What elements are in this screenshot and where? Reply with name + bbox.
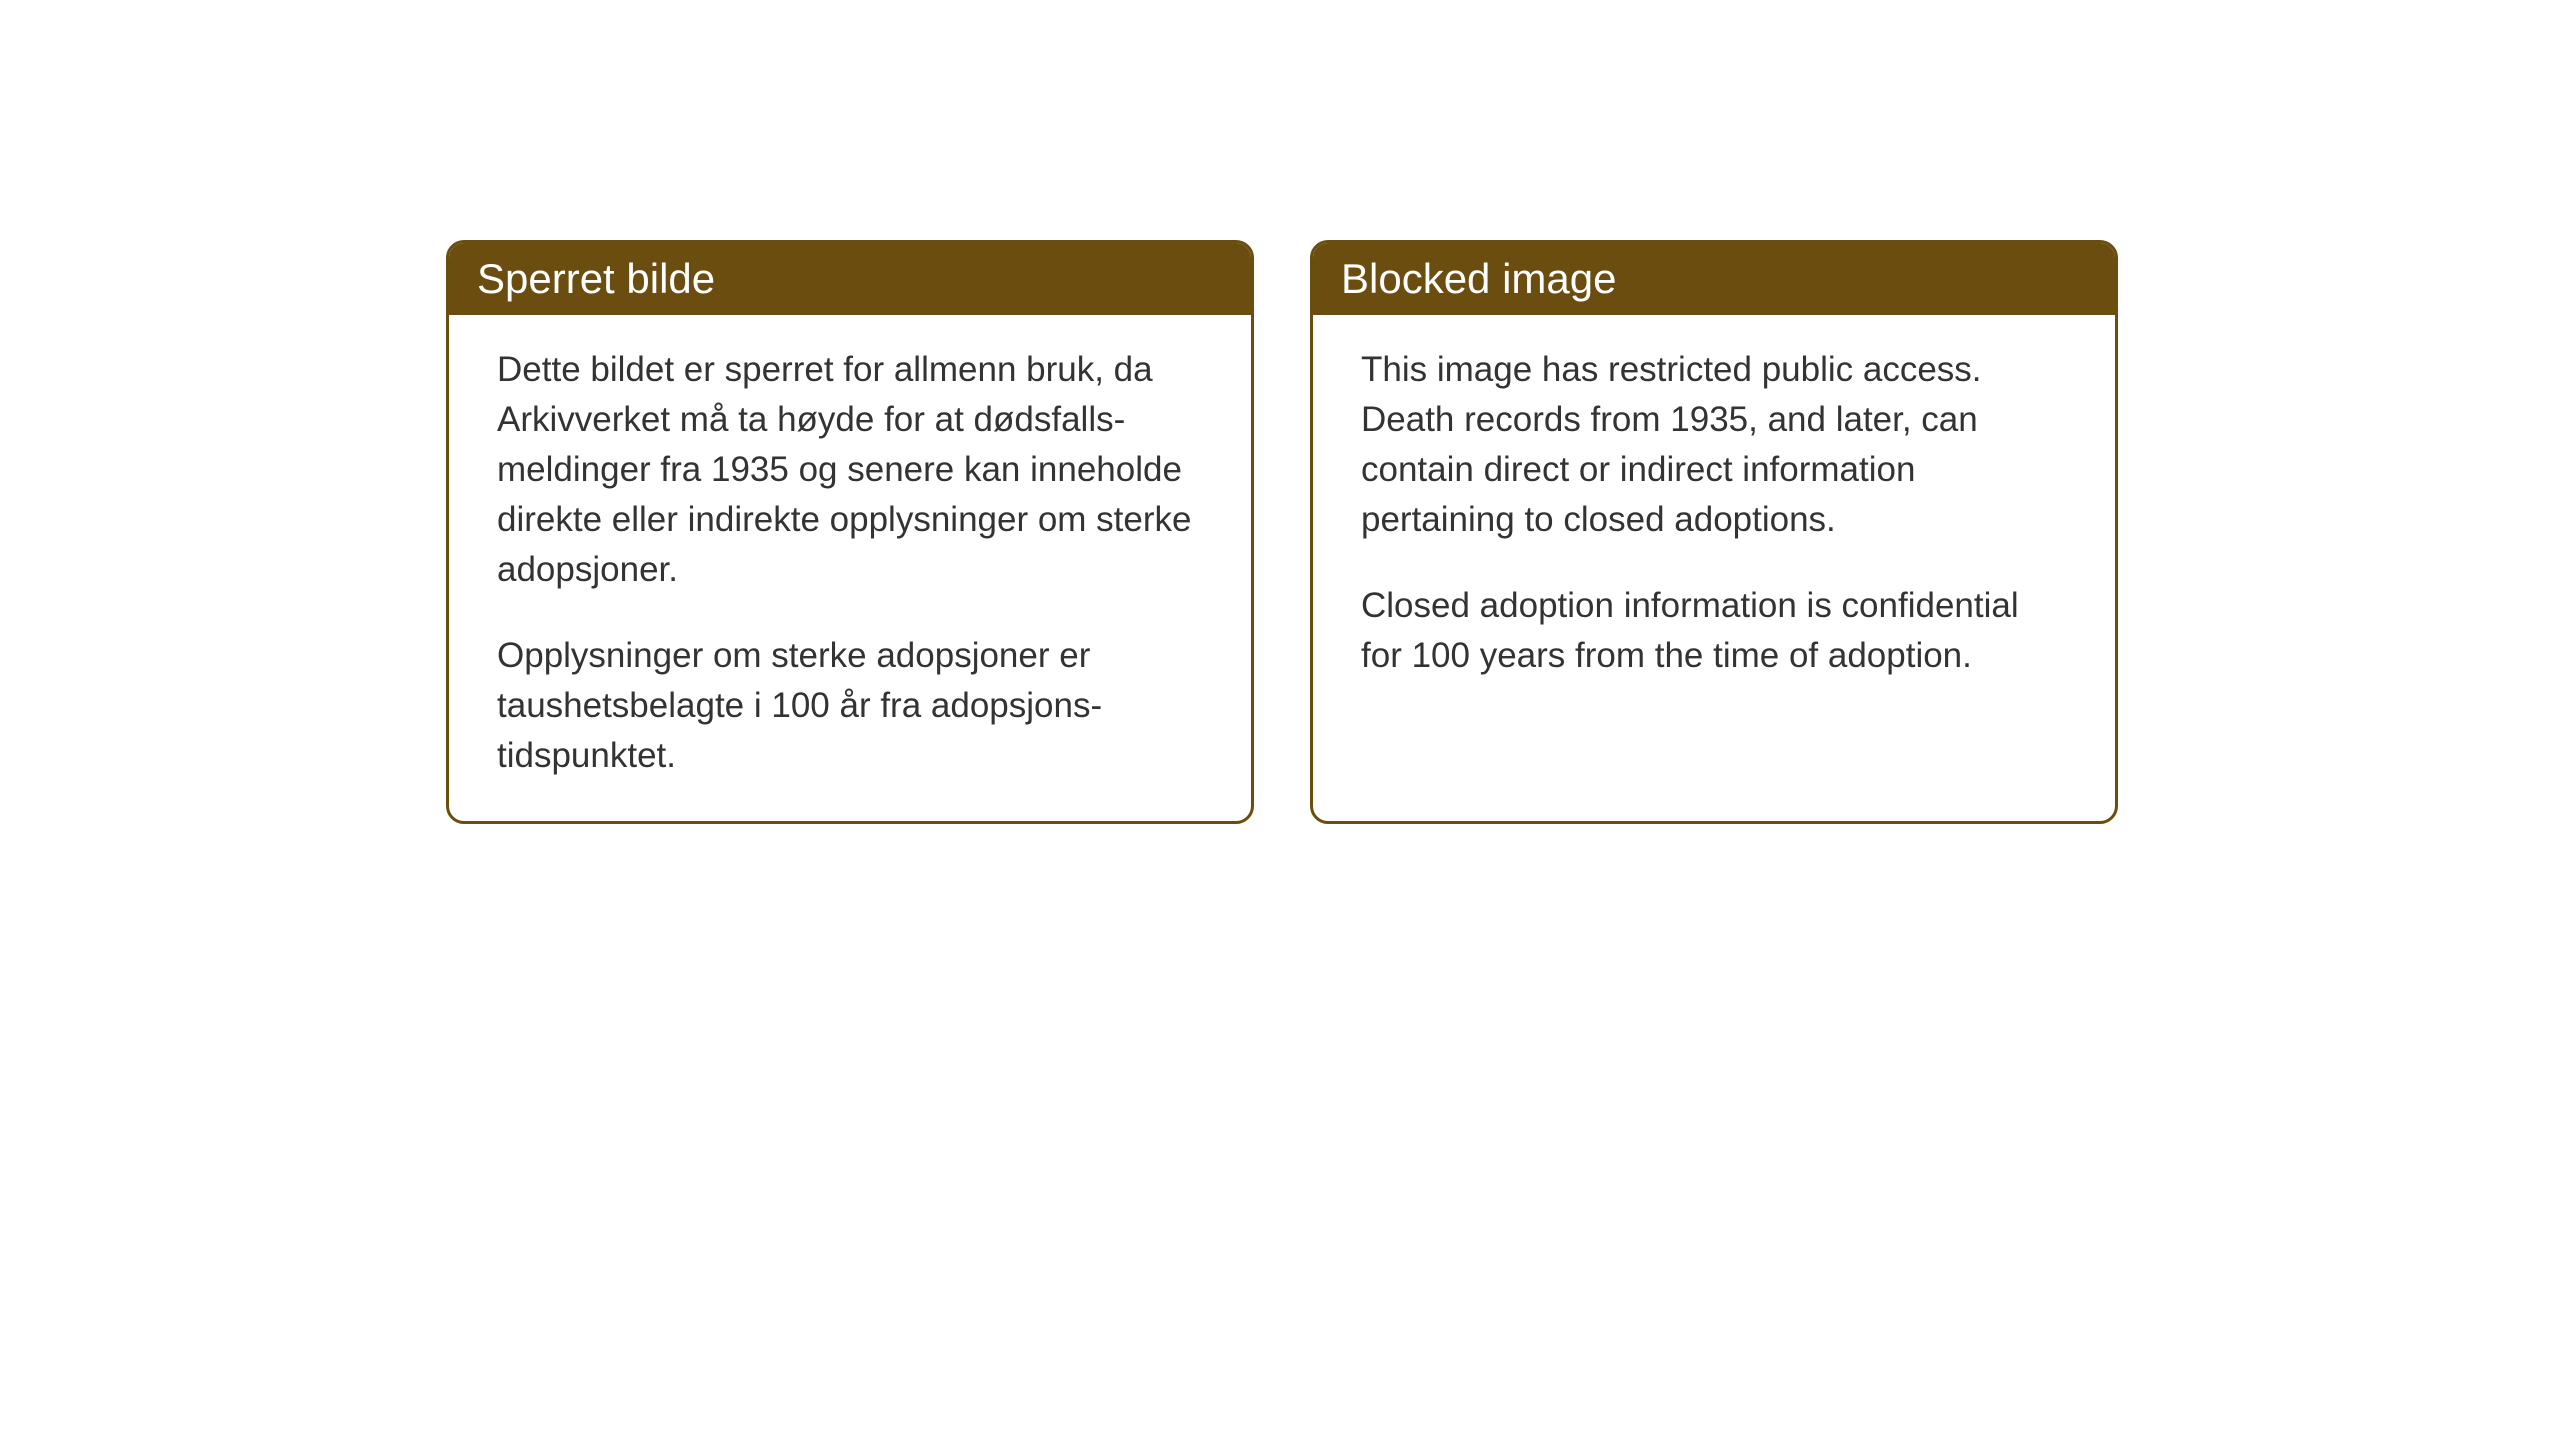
card-title-english: Blocked image — [1341, 255, 1616, 302]
card-header-english: Blocked image — [1313, 243, 2115, 315]
card-paragraph-1-english: This image has restricted public access.… — [1361, 345, 2067, 545]
info-card-norwegian: Sperret bilde Dette bildet er sperret fo… — [446, 240, 1254, 824]
card-header-norwegian: Sperret bilde — [449, 243, 1251, 315]
card-paragraph-1-norwegian: Dette bildet er sperret for allmenn bruk… — [497, 345, 1203, 595]
info-card-english: Blocked image This image has restricted … — [1310, 240, 2118, 824]
info-cards-container: Sperret bilde Dette bildet er sperret fo… — [446, 240, 2118, 824]
card-title-norwegian: Sperret bilde — [477, 255, 715, 302]
card-paragraph-2-english: Closed adoption information is confident… — [1361, 581, 2067, 681]
card-body-norwegian: Dette bildet er sperret for allmenn bruk… — [449, 315, 1251, 821]
card-body-english: This image has restricted public access.… — [1313, 315, 2115, 721]
card-paragraph-2-norwegian: Opplysninger om sterke adopsjoner er tau… — [497, 631, 1203, 781]
